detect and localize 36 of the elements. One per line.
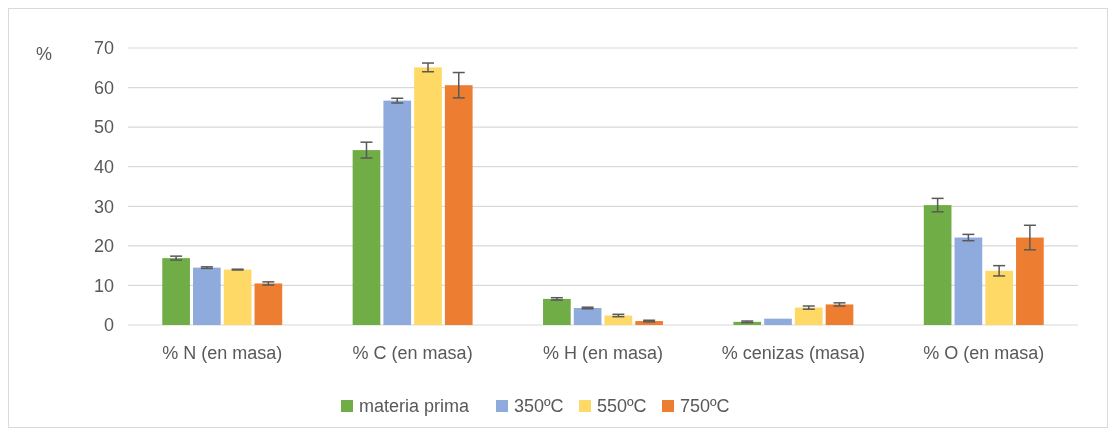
- bar: [383, 100, 412, 325]
- y-tick-label: 50: [93, 117, 114, 138]
- x-tick-label: % N (en masa): [162, 343, 283, 363]
- legend-label: 750ºC: [680, 396, 730, 417]
- x-tick-label: % C (en masa): [352, 343, 473, 363]
- bar: [414, 67, 442, 325]
- legend-label: 350ºC: [514, 396, 564, 417]
- y-axis-title: %: [36, 44, 53, 64]
- bar: [162, 258, 190, 325]
- legend-label: 550ºC: [597, 396, 647, 417]
- bar: [543, 298, 571, 325]
- bar: [794, 307, 823, 325]
- x-tick-label: % cenizas (masa): [721, 343, 865, 363]
- bar: [573, 307, 602, 325]
- bar: [604, 315, 633, 325]
- y-tick-label: 10: [93, 275, 114, 296]
- bar: [352, 150, 381, 325]
- bar: [444, 85, 473, 325]
- bar: [825, 304, 854, 325]
- y-tick-label: 40: [93, 157, 114, 178]
- y-tick-label: 0: [103, 315, 114, 336]
- x-tick-label: % O (en masa): [923, 343, 1045, 363]
- bar: [923, 205, 952, 325]
- y-tick-label: 60: [93, 77, 114, 98]
- bar: [954, 237, 983, 325]
- x-tick-label: % H (en masa): [542, 343, 664, 363]
- legend-label: materia prima: [359, 396, 471, 417]
- bar: [254, 283, 283, 325]
- y-tick-label: 70: [93, 38, 114, 59]
- bar: [985, 270, 1013, 325]
- bar: [193, 267, 221, 325]
- y-tick-label: 30: [93, 196, 114, 217]
- bar: [764, 318, 792, 325]
- y-tick-label: 20: [93, 236, 114, 257]
- bar: [223, 269, 252, 325]
- bar: [1016, 237, 1044, 325]
